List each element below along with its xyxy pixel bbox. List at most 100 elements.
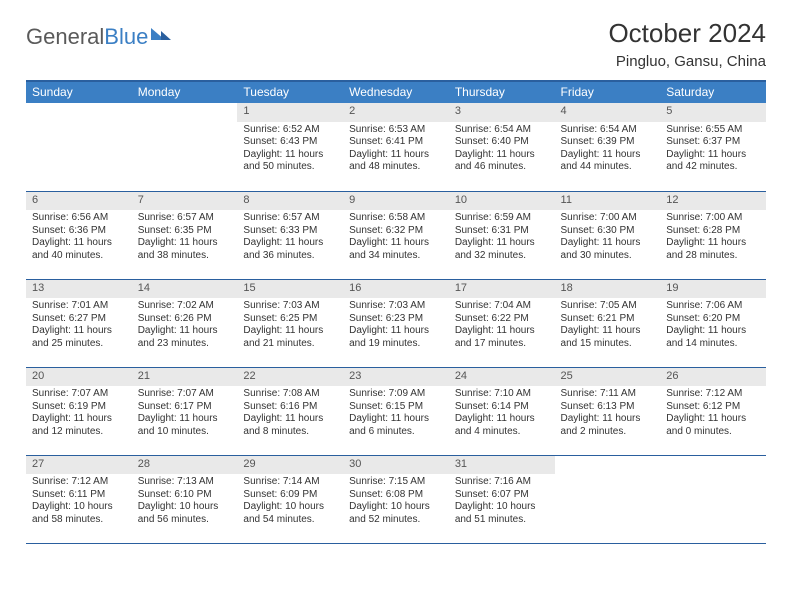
logo-sail-icon [151,28,173,42]
sunset-text: Sunset: 6:43 PM [243,136,339,149]
daylight-text: and 30 minutes. [561,250,657,263]
sunset-text: Sunset: 6:07 PM [455,489,551,502]
calendar-day-cell: 24Sunrise: 7:10 AMSunset: 6:14 PMDayligh… [449,367,555,455]
sunrise-text: Sunrise: 7:00 AM [666,212,762,225]
brand-text-2: Blue [104,24,148,50]
calendar-day-cell: 31Sunrise: 7:16 AMSunset: 6:07 PMDayligh… [449,455,555,543]
daylight-text: Daylight: 11 hours [243,149,339,162]
page-header: GeneralBlue October 2024 Pingluo, Gansu,… [26,18,766,70]
daylight-text: Daylight: 10 hours [243,501,339,514]
daylight-text: Daylight: 11 hours [243,237,339,250]
sunset-text: Sunset: 6:23 PM [349,313,445,326]
day-number: 3 [449,103,555,122]
sunrise-text: Sunrise: 7:09 AM [349,388,445,401]
daylight-text: and 56 minutes. [138,514,234,527]
calendar-day-cell: 19Sunrise: 7:06 AMSunset: 6:20 PMDayligh… [660,279,766,367]
brand-text-1: General [26,24,104,50]
daylight-text: and 40 minutes. [32,250,128,263]
sunrise-text: Sunrise: 7:10 AM [455,388,551,401]
day-number: 25 [555,368,661,387]
sunset-text: Sunset: 6:39 PM [561,136,657,149]
calendar-day-cell: 21Sunrise: 7:07 AMSunset: 6:17 PMDayligh… [132,367,238,455]
calendar-day-cell: 13Sunrise: 7:01 AMSunset: 6:27 PMDayligh… [26,279,132,367]
calendar-day-cell [660,455,766,543]
day-number: 19 [660,280,766,299]
day-info: Sunrise: 7:05 AMSunset: 6:21 PMDaylight:… [555,298,661,352]
location-label: Pingluo, Gansu, China [608,53,766,70]
calendar-table: Sunday Monday Tuesday Wednesday Thursday… [26,80,766,544]
daylight-text: Daylight: 11 hours [561,237,657,250]
calendar-day-cell: 9Sunrise: 6:58 AMSunset: 6:32 PMDaylight… [343,191,449,279]
day-number: 30 [343,456,449,475]
calendar-day-cell: 10Sunrise: 6:59 AMSunset: 6:31 PMDayligh… [449,191,555,279]
day-number: 26 [660,368,766,387]
daylight-text: and 8 minutes. [243,426,339,439]
sunset-text: Sunset: 6:11 PM [32,489,128,502]
daylight-text: Daylight: 11 hours [455,325,551,338]
daylight-text: and 21 minutes. [243,338,339,351]
day-number: 18 [555,280,661,299]
day-info: Sunrise: 6:57 AMSunset: 6:33 PMDaylight:… [237,210,343,264]
daylight-text: and 17 minutes. [455,338,551,351]
sunset-text: Sunset: 6:10 PM [138,489,234,502]
calendar-day-cell: 1Sunrise: 6:52 AMSunset: 6:43 PMDaylight… [237,103,343,191]
calendar-day-cell: 5Sunrise: 6:55 AMSunset: 6:37 PMDaylight… [660,103,766,191]
calendar-week-row: 20Sunrise: 7:07 AMSunset: 6:19 PMDayligh… [26,367,766,455]
daylight-text: and 36 minutes. [243,250,339,263]
sunset-text: Sunset: 6:25 PM [243,313,339,326]
calendar-day-cell: 18Sunrise: 7:05 AMSunset: 6:21 PMDayligh… [555,279,661,367]
day-info: Sunrise: 7:04 AMSunset: 6:22 PMDaylight:… [449,298,555,352]
sunrise-text: Sunrise: 6:54 AM [561,124,657,137]
calendar-day-cell: 7Sunrise: 6:57 AMSunset: 6:35 PMDaylight… [132,191,238,279]
daylight-text: and 4 minutes. [455,426,551,439]
day-info: Sunrise: 6:53 AMSunset: 6:41 PMDaylight:… [343,122,449,176]
weekday-header: Wednesday [343,81,449,103]
weekday-header: Friday [555,81,661,103]
sunrise-text: Sunrise: 6:52 AM [243,124,339,137]
calendar-day-cell: 27Sunrise: 7:12 AMSunset: 6:11 PMDayligh… [26,455,132,543]
calendar-day-cell: 26Sunrise: 7:12 AMSunset: 6:12 PMDayligh… [660,367,766,455]
sunset-text: Sunset: 6:32 PM [349,225,445,238]
day-number: 29 [237,456,343,475]
calendar-week-row: 6Sunrise: 6:56 AMSunset: 6:36 PMDaylight… [26,191,766,279]
day-number: 15 [237,280,343,299]
day-number: 21 [132,368,238,387]
daylight-text: Daylight: 11 hours [666,325,762,338]
day-info: Sunrise: 7:02 AMSunset: 6:26 PMDaylight:… [132,298,238,352]
sunrise-text: Sunrise: 7:11 AM [561,388,657,401]
weekday-header: Monday [132,81,238,103]
sunrise-text: Sunrise: 6:55 AM [666,124,762,137]
sunrise-text: Sunrise: 7:01 AM [32,300,128,313]
sunset-text: Sunset: 6:19 PM [32,401,128,414]
sunset-text: Sunset: 6:31 PM [455,225,551,238]
daylight-text: Daylight: 11 hours [561,149,657,162]
daylight-text: and 2 minutes. [561,426,657,439]
day-number: 13 [26,280,132,299]
daylight-text: and 52 minutes. [349,514,445,527]
daylight-text: and 19 minutes. [349,338,445,351]
daylight-text: and 10 minutes. [138,426,234,439]
day-number: 12 [660,192,766,211]
sunrise-text: Sunrise: 6:54 AM [455,124,551,137]
daylight-text: Daylight: 11 hours [349,237,445,250]
daylight-text: Daylight: 11 hours [243,413,339,426]
daylight-text: Daylight: 11 hours [349,413,445,426]
daylight-text: Daylight: 11 hours [666,237,762,250]
daylight-text: Daylight: 11 hours [138,237,234,250]
calendar-day-cell: 2Sunrise: 6:53 AMSunset: 6:41 PMDaylight… [343,103,449,191]
daylight-text: Daylight: 11 hours [349,149,445,162]
daylight-text: Daylight: 11 hours [32,413,128,426]
calendar-day-cell: 4Sunrise: 6:54 AMSunset: 6:39 PMDaylight… [555,103,661,191]
sunset-text: Sunset: 6:35 PM [138,225,234,238]
sunrise-text: Sunrise: 7:04 AM [455,300,551,313]
calendar-day-cell: 30Sunrise: 7:15 AMSunset: 6:08 PMDayligh… [343,455,449,543]
day-number: 23 [343,368,449,387]
daylight-text: and 28 minutes. [666,250,762,263]
sunrise-text: Sunrise: 7:12 AM [32,476,128,489]
sunset-text: Sunset: 6:37 PM [666,136,762,149]
day-number: 20 [26,368,132,387]
sunset-text: Sunset: 6:36 PM [32,225,128,238]
calendar-day-cell: 3Sunrise: 6:54 AMSunset: 6:40 PMDaylight… [449,103,555,191]
day-info: Sunrise: 7:07 AMSunset: 6:19 PMDaylight:… [26,386,132,440]
day-number: 31 [449,456,555,475]
